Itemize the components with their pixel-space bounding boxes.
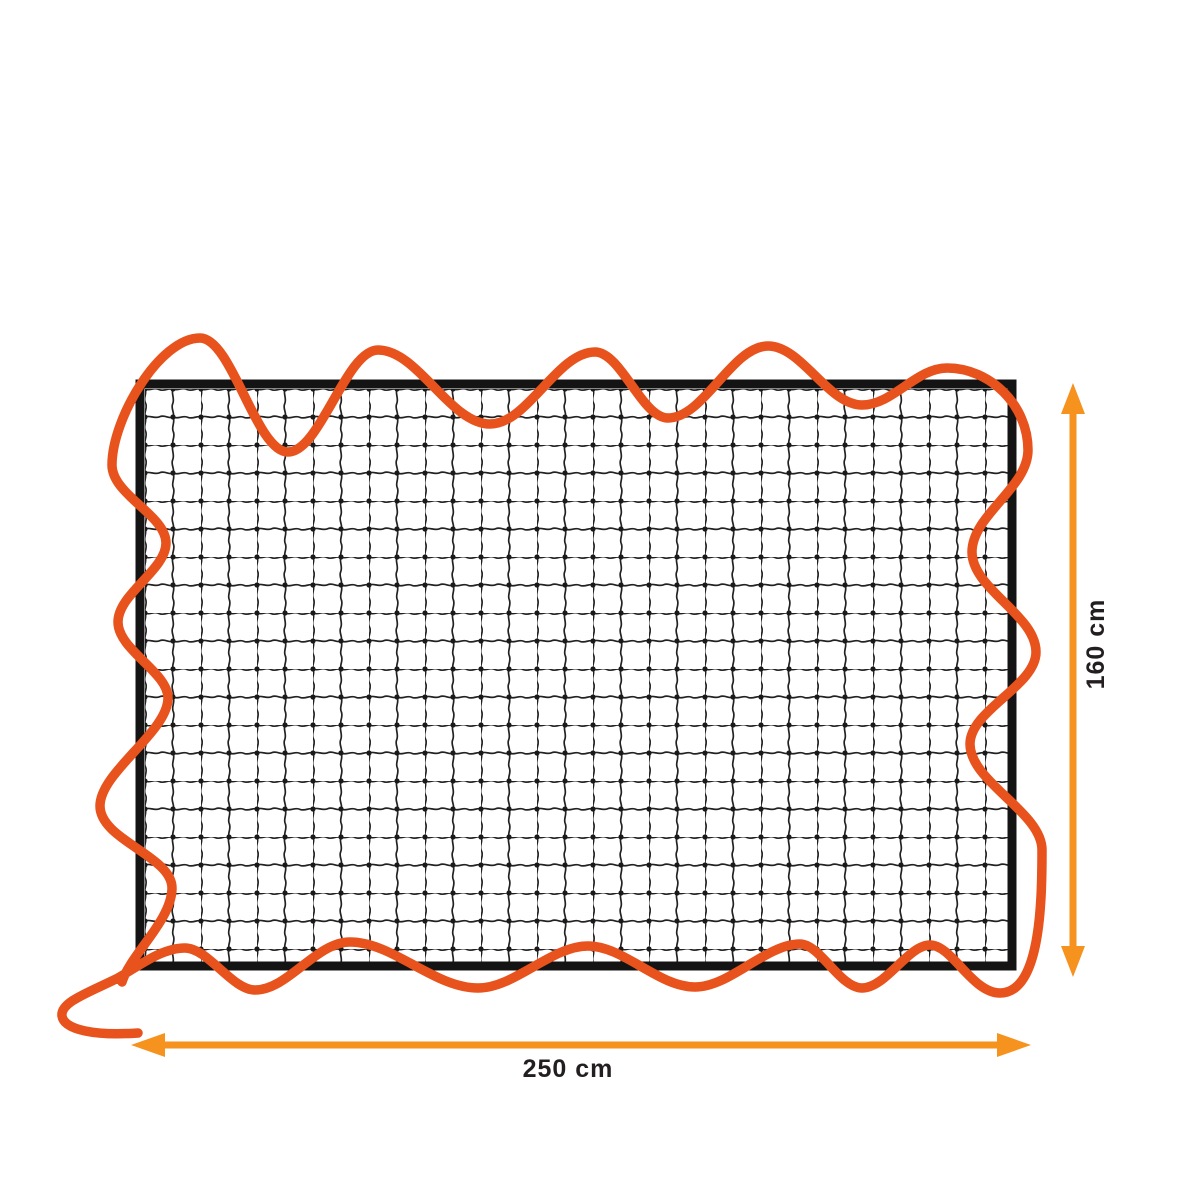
height-dimension-label: 160 cm (1082, 598, 1110, 690)
net-frame (135, 379, 1017, 971)
net-mesh (145, 389, 1008, 962)
arrow-left-icon (131, 1033, 165, 1057)
height-dimension-arrow (1061, 383, 1085, 977)
arrow-down-icon (1061, 946, 1085, 977)
width-dimension-arrow (131, 1033, 1031, 1057)
width-dimension-label: 250 cm (522, 1055, 614, 1083)
bungee-cord (57, 333, 1047, 1039)
arrow-up-icon (1061, 383, 1085, 414)
arrow-right-icon (997, 1033, 1031, 1057)
